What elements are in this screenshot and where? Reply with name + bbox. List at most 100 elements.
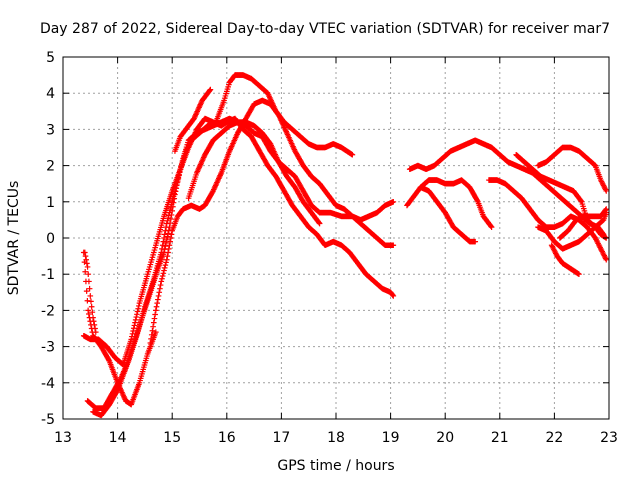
data-point — [161, 265, 168, 271]
data-point — [132, 317, 139, 323]
data-point — [389, 292, 396, 298]
data-point — [390, 293, 397, 299]
data-point — [129, 330, 136, 337]
data-point — [86, 311, 92, 317]
data-point — [82, 268, 89, 275]
data-point — [209, 189, 216, 195]
y-tick-label: -4 — [41, 376, 55, 392]
data-point — [160, 270, 167, 277]
data-point — [155, 293, 162, 299]
data-point — [134, 311, 140, 318]
data-point — [136, 303, 142, 309]
data-point — [83, 288, 90, 294]
x-tick-label: 22 — [545, 430, 563, 446]
data-point — [176, 172, 182, 179]
data-point — [85, 307, 91, 314]
data-point — [162, 243, 169, 249]
data-point — [162, 262, 169, 268]
data-point — [171, 195, 178, 202]
data-point — [163, 240, 169, 246]
data-point — [134, 308, 141, 315]
data-point — [152, 311, 158, 318]
data-point — [150, 319, 157, 326]
y-tick-label: 3 — [46, 122, 55, 138]
y-axis-label: SDTVAR / TECUs — [6, 181, 22, 296]
x-tick-label: 19 — [382, 430, 400, 446]
data-point — [114, 388, 120, 394]
data-point — [159, 242, 166, 249]
data-point — [153, 329, 159, 335]
data-point — [150, 323, 156, 330]
x-tick-label: 21 — [491, 430, 509, 446]
y-tick-label: -5 — [41, 412, 55, 428]
data-point — [133, 314, 140, 320]
data-point — [165, 249, 171, 256]
x-tick-label: 20 — [436, 430, 454, 446]
data-point — [167, 238, 173, 245]
data-point — [163, 237, 170, 243]
chart-title: Day 287 of 2022, Sidereal Day-to-day VTE… — [40, 21, 610, 37]
data-point — [170, 203, 176, 210]
data-point — [153, 303, 160, 310]
data-point — [163, 256, 170, 263]
data-point — [168, 231, 175, 238]
data-point — [170, 199, 177, 206]
data-point — [175, 175, 182, 182]
data-point — [154, 300, 160, 306]
data-point — [168, 212, 175, 218]
data-point — [84, 297, 91, 304]
data-point — [174, 182, 180, 188]
y-tick-label: 0 — [46, 231, 55, 247]
data-point — [131, 322, 138, 329]
data-point — [168, 235, 174, 241]
x-tick-label: 18 — [327, 430, 345, 446]
data-point — [172, 191, 178, 198]
data-point — [148, 336, 154, 342]
data-point — [390, 199, 397, 205]
data-point — [105, 357, 112, 363]
data-point — [165, 215, 171, 221]
data-point — [153, 307, 159, 314]
data-point — [172, 188, 179, 195]
data-marks — [80, 72, 610, 419]
y-tick-label: 4 — [46, 86, 55, 102]
y-tick-label: 5 — [46, 50, 55, 66]
data-point — [163, 259, 169, 266]
data-point — [157, 282, 164, 288]
x-tick-label: 17 — [272, 430, 290, 446]
data-point — [157, 285, 163, 292]
x-tick-label: 16 — [218, 430, 236, 446]
data-point — [173, 185, 180, 192]
data-point — [167, 220, 173, 226]
data-point — [165, 246, 172, 252]
y-tick-label: -1 — [41, 267, 55, 283]
series-arc-5 — [147, 97, 397, 346]
data-point — [166, 242, 173, 249]
data-point — [169, 208, 175, 214]
x-axis-label: GPS time / hours — [277, 458, 394, 474]
data-point — [148, 332, 155, 338]
data-point — [155, 296, 161, 303]
data-point — [159, 273, 166, 279]
y-tick-label: -2 — [41, 303, 55, 319]
data-point — [156, 289, 163, 296]
data-point — [149, 327, 156, 334]
data-point — [151, 315, 158, 322]
x-tick-label: 13 — [54, 430, 72, 446]
data-point — [132, 319, 138, 326]
y-tick-label: 1 — [46, 195, 55, 211]
data-point — [165, 230, 171, 237]
data-point — [176, 169, 183, 176]
data-point — [168, 216, 174, 222]
y-tick-label: 2 — [46, 159, 55, 175]
series-arc-4 — [90, 72, 356, 419]
data-point — [130, 325, 137, 332]
data-point — [147, 340, 154, 346]
data-point — [158, 278, 165, 285]
data-point — [174, 179, 181, 185]
data-point — [164, 253, 171, 259]
data-point — [164, 233, 171, 240]
data-point — [135, 305, 141, 312]
data-point — [130, 328, 136, 334]
